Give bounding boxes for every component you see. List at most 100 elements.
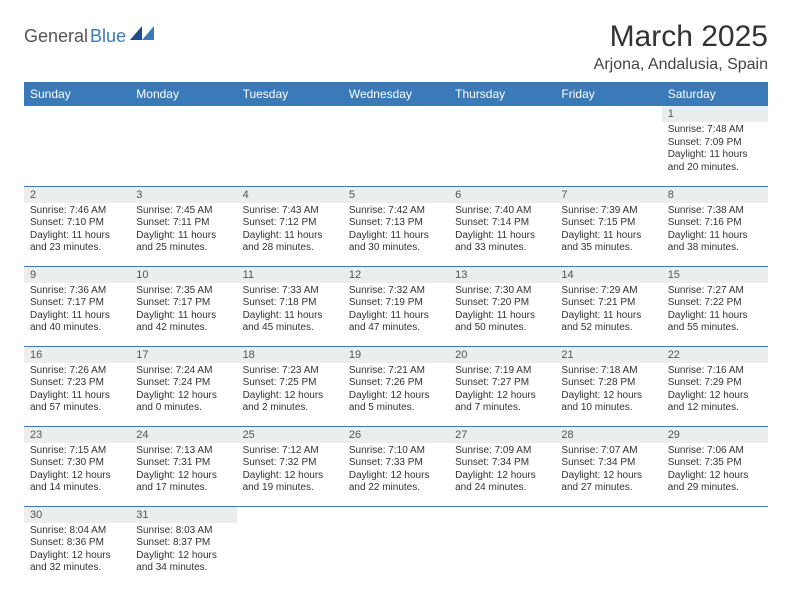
calendar-page: GeneralBlue March 2025 Arjona, Andalusia… (0, 0, 792, 596)
sunrise-text: Sunrise: 7:27 AM (668, 285, 762, 298)
calendar-cell: 28Sunrise: 7:07 AMSunset: 7:34 PMDayligh… (555, 426, 661, 506)
sunrise-text: Sunrise: 7:10 AM (349, 445, 443, 458)
day-number: 24 (130, 427, 236, 443)
logo: GeneralBlue (24, 20, 154, 47)
sunset-text: Sunset: 7:32 PM (243, 457, 337, 470)
calendar-cell: 6Sunrise: 7:40 AMSunset: 7:14 PMDaylight… (449, 186, 555, 266)
day-details: Sunrise: 8:03 AMSunset: 8:37 PMDaylight:… (130, 523, 236, 579)
sunrise-text: Sunrise: 7:32 AM (349, 285, 443, 298)
day-details: Sunrise: 7:33 AMSunset: 7:18 PMDaylight:… (237, 283, 343, 339)
calendar-cell: 19Sunrise: 7:21 AMSunset: 7:26 PMDayligh… (343, 346, 449, 426)
logo-triangle-icon (130, 26, 154, 45)
daylight-text: Daylight: 11 hours and 30 minutes. (349, 230, 443, 255)
daylight-text: Daylight: 11 hours and 33 minutes. (455, 230, 549, 255)
day-number: 28 (555, 427, 661, 443)
weekday-header: Tuesday (237, 82, 343, 106)
calendar-cell: 22Sunrise: 7:16 AMSunset: 7:29 PMDayligh… (662, 346, 768, 426)
calendar-cell: 21Sunrise: 7:18 AMSunset: 7:28 PMDayligh… (555, 346, 661, 426)
calendar-week-row: 16Sunrise: 7:26 AMSunset: 7:23 PMDayligh… (24, 346, 768, 426)
sunrise-text: Sunrise: 7:48 AM (668, 124, 762, 137)
sunrise-text: Sunrise: 7:23 AM (243, 365, 337, 378)
sunset-text: Sunset: 7:19 PM (349, 297, 443, 310)
sunrise-text: Sunrise: 7:07 AM (561, 445, 655, 458)
calendar-week-row: 2Sunrise: 7:46 AMSunset: 7:10 PMDaylight… (24, 186, 768, 266)
sunrise-text: Sunrise: 7:33 AM (243, 285, 337, 298)
calendar-table: Sunday Monday Tuesday Wednesday Thursday… (24, 82, 768, 586)
calendar-cell (343, 506, 449, 586)
weekday-header: Wednesday (343, 82, 449, 106)
daylight-text: Daylight: 12 hours and 2 minutes. (243, 390, 337, 415)
sunset-text: Sunset: 7:12 PM (243, 217, 337, 230)
calendar-cell: 17Sunrise: 7:24 AMSunset: 7:24 PMDayligh… (130, 346, 236, 426)
calendar-cell: 1Sunrise: 7:48 AMSunset: 7:09 PMDaylight… (662, 106, 768, 186)
day-details: Sunrise: 7:12 AMSunset: 7:32 PMDaylight:… (237, 443, 343, 499)
daylight-text: Daylight: 12 hours and 10 minutes. (561, 390, 655, 415)
day-details: Sunrise: 7:48 AMSunset: 7:09 PMDaylight:… (662, 122, 768, 178)
daylight-text: Daylight: 11 hours and 40 minutes. (30, 310, 124, 335)
daylight-text: Daylight: 11 hours and 42 minutes. (136, 310, 230, 335)
day-details: Sunrise: 7:43 AMSunset: 7:12 PMDaylight:… (237, 203, 343, 259)
calendar-cell: 3Sunrise: 7:45 AMSunset: 7:11 PMDaylight… (130, 186, 236, 266)
day-details: Sunrise: 7:29 AMSunset: 7:21 PMDaylight:… (555, 283, 661, 339)
day-number: 1 (662, 106, 768, 122)
sunrise-text: Sunrise: 7:09 AM (455, 445, 549, 458)
day-details: Sunrise: 7:40 AMSunset: 7:14 PMDaylight:… (449, 203, 555, 259)
sunset-text: Sunset: 7:22 PM (668, 297, 762, 310)
day-details: Sunrise: 7:18 AMSunset: 7:28 PMDaylight:… (555, 363, 661, 419)
weekday-header: Monday (130, 82, 236, 106)
day-details: Sunrise: 7:27 AMSunset: 7:22 PMDaylight:… (662, 283, 768, 339)
weekday-header: Saturday (662, 82, 768, 106)
title-block: March 2025 Arjona, Andalusia, Spain (594, 20, 768, 74)
sunset-text: Sunset: 7:23 PM (30, 377, 124, 390)
day-number: 14 (555, 267, 661, 283)
calendar-cell (662, 506, 768, 586)
day-details: Sunrise: 7:46 AMSunset: 7:10 PMDaylight:… (24, 203, 130, 259)
daylight-text: Daylight: 12 hours and 22 minutes. (349, 470, 443, 495)
calendar-cell: 12Sunrise: 7:32 AMSunset: 7:19 PMDayligh… (343, 266, 449, 346)
sunrise-text: Sunrise: 7:36 AM (30, 285, 124, 298)
month-title: March 2025 (594, 20, 768, 54)
daylight-text: Daylight: 12 hours and 12 minutes. (668, 390, 762, 415)
day-number: 10 (130, 267, 236, 283)
daylight-text: Daylight: 12 hours and 24 minutes. (455, 470, 549, 495)
calendar-cell: 27Sunrise: 7:09 AMSunset: 7:34 PMDayligh… (449, 426, 555, 506)
sunset-text: Sunset: 7:34 PM (455, 457, 549, 470)
daylight-text: Daylight: 12 hours and 32 minutes. (30, 550, 124, 575)
sunset-text: Sunset: 7:11 PM (136, 217, 230, 230)
daylight-text: Daylight: 12 hours and 29 minutes. (668, 470, 762, 495)
sunset-text: Sunset: 7:21 PM (561, 297, 655, 310)
calendar-cell: 18Sunrise: 7:23 AMSunset: 7:25 PMDayligh… (237, 346, 343, 426)
calendar-cell (343, 106, 449, 186)
sunrise-text: Sunrise: 7:21 AM (349, 365, 443, 378)
day-details: Sunrise: 7:38 AMSunset: 7:16 PMDaylight:… (662, 203, 768, 259)
daylight-text: Daylight: 12 hours and 0 minutes. (136, 390, 230, 415)
sunset-text: Sunset: 7:30 PM (30, 457, 124, 470)
sunset-text: Sunset: 7:13 PM (349, 217, 443, 230)
sunset-text: Sunset: 7:31 PM (136, 457, 230, 470)
sunrise-text: Sunrise: 8:04 AM (30, 525, 124, 538)
daylight-text: Daylight: 11 hours and 20 minutes. (668, 149, 762, 174)
sunrise-text: Sunrise: 7:39 AM (561, 205, 655, 218)
sunset-text: Sunset: 7:35 PM (668, 457, 762, 470)
day-number: 19 (343, 347, 449, 363)
day-number: 30 (24, 507, 130, 523)
calendar-cell: 8Sunrise: 7:38 AMSunset: 7:16 PMDaylight… (662, 186, 768, 266)
sunrise-text: Sunrise: 7:26 AM (30, 365, 124, 378)
calendar-cell: 16Sunrise: 7:26 AMSunset: 7:23 PMDayligh… (24, 346, 130, 426)
calendar-cell: 23Sunrise: 7:15 AMSunset: 7:30 PMDayligh… (24, 426, 130, 506)
sunset-text: Sunset: 7:20 PM (455, 297, 549, 310)
day-details: Sunrise: 7:19 AMSunset: 7:27 PMDaylight:… (449, 363, 555, 419)
day-number: 23 (24, 427, 130, 443)
calendar-week-row: 1Sunrise: 7:48 AMSunset: 7:09 PMDaylight… (24, 106, 768, 186)
day-details: Sunrise: 7:39 AMSunset: 7:15 PMDaylight:… (555, 203, 661, 259)
sunrise-text: Sunrise: 7:18 AM (561, 365, 655, 378)
sunrise-text: Sunrise: 7:30 AM (455, 285, 549, 298)
daylight-text: Daylight: 11 hours and 55 minutes. (668, 310, 762, 335)
calendar-cell: 24Sunrise: 7:13 AMSunset: 7:31 PMDayligh… (130, 426, 236, 506)
calendar-cell (24, 106, 130, 186)
day-number: 13 (449, 267, 555, 283)
day-details: Sunrise: 7:36 AMSunset: 7:17 PMDaylight:… (24, 283, 130, 339)
daylight-text: Daylight: 11 hours and 45 minutes. (243, 310, 337, 335)
logo-text-blue: Blue (90, 26, 126, 47)
day-number: 6 (449, 187, 555, 203)
